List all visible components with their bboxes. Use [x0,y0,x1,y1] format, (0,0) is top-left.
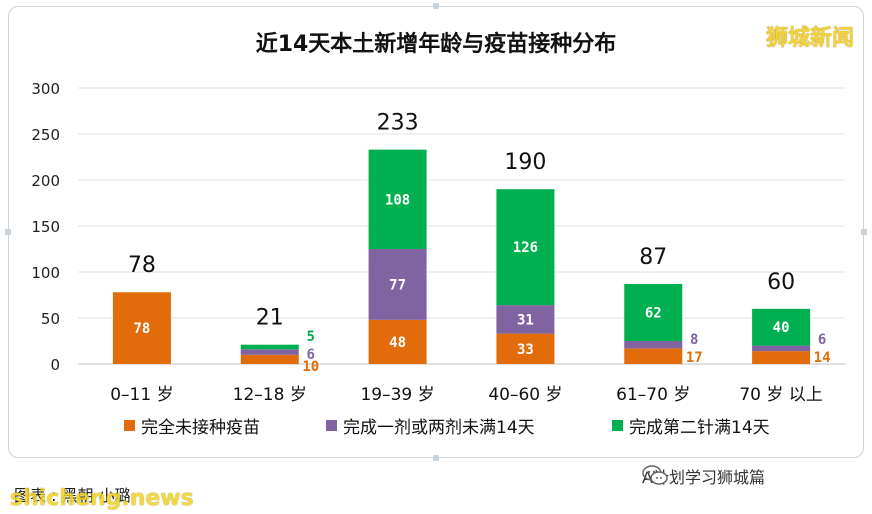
y-tick-label: 200 [31,172,60,190]
legend-swatch [124,420,135,431]
segment-value-label: 77 [389,277,406,293]
bar-total-label: 21 [256,306,284,331]
bar-segment [240,349,299,355]
bar-segment [624,341,683,349]
chart-title: 近14天本土新增年龄与疫苗接种分布 [255,32,617,57]
segment-value-label: 10 [302,359,319,375]
y-tick-label: 0 [50,356,60,374]
legend-label: 完全未接种疫苗 [141,418,260,438]
segment-value-label: 108 [385,192,410,208]
legend-label: 完成一剂或两剂未满14天 [343,418,535,438]
chart-caption: 图表 : 黑朝 小璐 [14,486,131,505]
wechat-icon [642,465,668,485]
segment-value-label: 62 [645,305,662,321]
y-tick-label: 300 [31,80,60,98]
y-tick-label: 50 [41,310,60,328]
bar-total-label: 78 [128,253,156,278]
bar-segment [240,354,299,364]
segment-value-label: 8 [690,332,698,348]
segment-value-label: 14 [814,350,831,366]
wechat-label: A计划学习狮城篇 [642,468,765,487]
segment-value-label: 40 [773,320,790,336]
x-tick-label: 12–18 岁 [233,385,307,405]
segment-value-label: 48 [389,335,406,351]
legend-swatch [326,420,337,431]
resize-handle-right[interactable] [861,229,867,235]
x-tick-label: 61–70 岁 [616,385,690,405]
bar-segment [240,344,299,350]
resize-handle-left[interactable] [5,229,11,235]
bar-total-label: 87 [639,245,667,270]
x-tick-label: 70 岁 以上 [739,385,822,405]
bar-segment [752,351,811,364]
wechat-account[interactable]: A计划学习狮城篇 [642,464,765,488]
x-tick-label: 0–11 岁 [110,385,173,405]
bar-total-label: 60 [767,270,795,295]
segment-value-label: 78 [133,321,150,337]
x-tick-label: 19–39 岁 [360,385,434,405]
segment-value-label: 5 [307,329,315,345]
bar-segment [496,189,555,306]
bar-segment [752,308,811,346]
bar-segment [368,319,427,364]
brand-logo-text: 狮城新闻 [765,26,854,51]
bar-segment [496,305,555,334]
bar-segment [752,345,811,352]
segment-value-label: 17 [686,350,703,366]
segment-value-label: 31 [517,312,534,328]
y-tick-label: 150 [31,218,60,236]
resize-handle-top[interactable] [433,3,439,9]
bar-segment [496,333,555,364]
legend-swatch [612,420,623,431]
x-tick-label: 40–60 岁 [488,385,562,405]
site-watermark: shicheng.news [10,486,194,511]
bar-total-label: 233 [377,111,419,136]
bar-segment [112,292,171,364]
legend-label: 完成第二针满14天 [629,418,770,438]
bar-segment [624,283,683,341]
segment-value-label: 6 [307,347,315,363]
segment-value-label: 126 [513,240,538,256]
segment-value-label: 33 [517,342,534,358]
bar-segment [368,149,427,249]
y-tick-label: 250 [31,126,60,144]
bar-segment [368,249,427,320]
bar-segment [624,348,683,364]
resize-handle-bottom[interactable] [433,455,439,461]
bar-total-label: 190 [504,150,546,175]
y-tick-label: 100 [31,264,60,282]
segment-value-label: 6 [818,332,826,348]
